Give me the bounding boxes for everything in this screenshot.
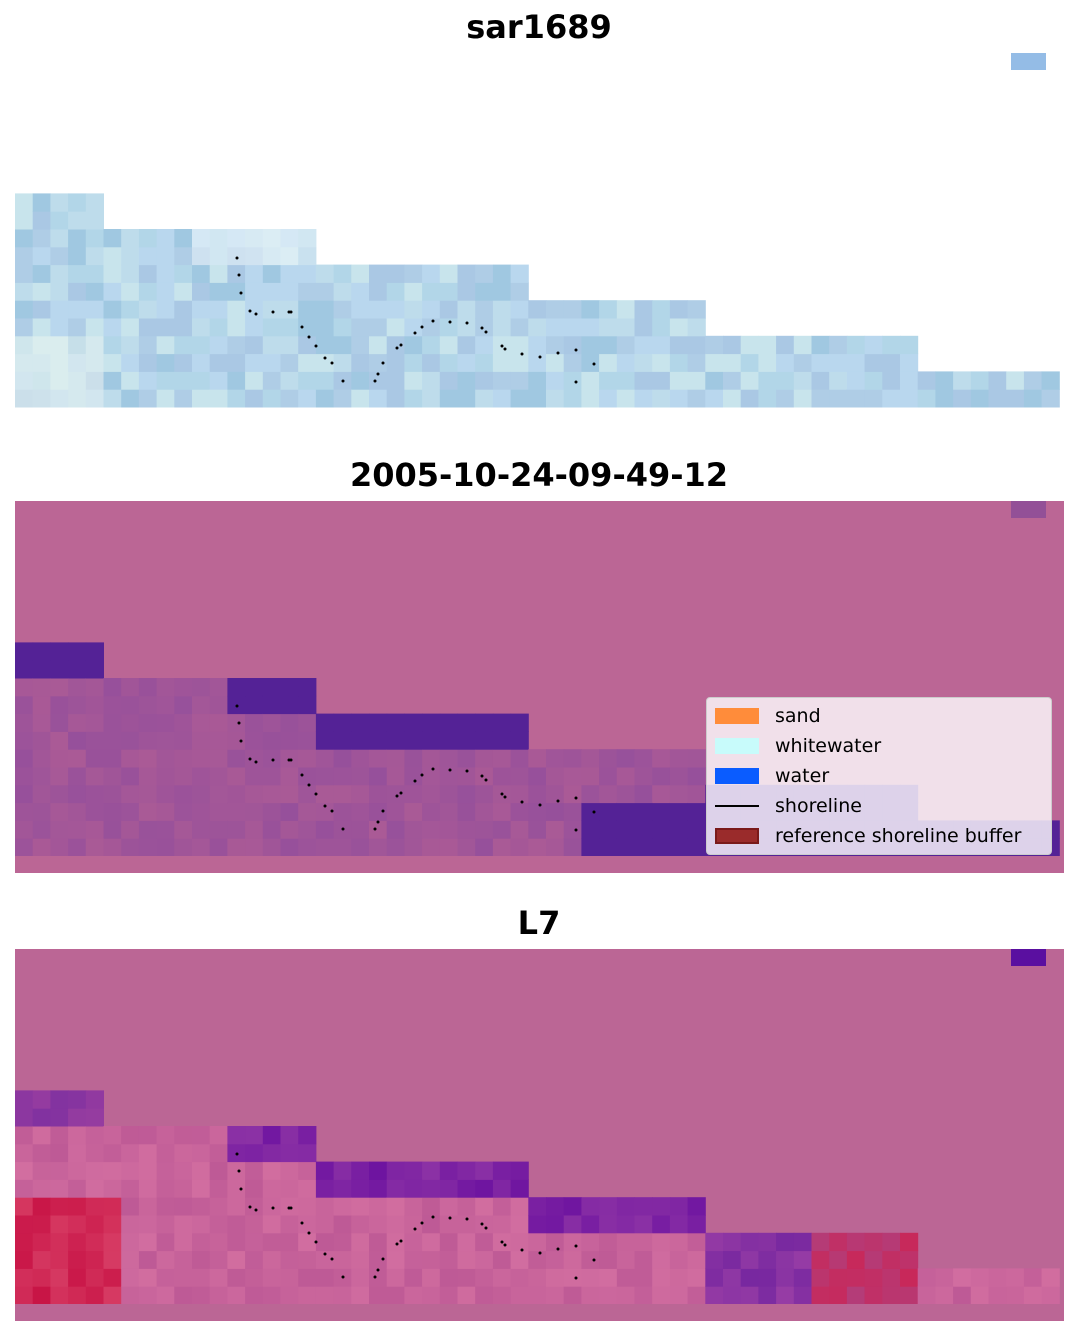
legend-item-shoreline: shoreline [715, 794, 862, 818]
buffer-swatch-icon [715, 828, 759, 844]
panel-title-sar: sar1689 [466, 8, 612, 46]
legend-label-whitewater: whitewater [775, 735, 882, 757]
shoreline-points-1 [235, 256, 596, 384]
legend-item-buffer: reference shoreline buffer [715, 824, 1021, 848]
shoreline-line-icon [715, 805, 759, 807]
shoreline-points-3 [235, 1152, 596, 1280]
classified-bottom-strip [15, 856, 1064, 873]
panel-title-l7: L7 [517, 904, 561, 942]
legend-label-buffer: reference shoreline buffer [775, 825, 1022, 847]
corner-pixel [1011, 53, 1046, 70]
legend-label-water: water [775, 765, 830, 787]
l7-image [15, 1090, 1060, 1305]
water-swatch-icon [715, 768, 759, 784]
legend-label-shoreline: shoreline [775, 795, 862, 817]
sar-image [15, 193, 1060, 408]
classified-image [15, 642, 1060, 857]
legend-label-sand: sand [775, 705, 821, 727]
l7-bottom-strip [15, 1304, 1064, 1321]
legend: sand whitewater water shoreline referenc… [706, 697, 1052, 855]
legend-item-sand: sand [715, 704, 821, 728]
corner-pixel [1011, 949, 1046, 966]
legend-item-whitewater: whitewater [715, 734, 881, 758]
sand-swatch-icon [715, 708, 759, 724]
corner-pixel [1011, 501, 1046, 518]
whitewater-swatch-icon [715, 738, 759, 754]
panel-title-date: 2005-10-24-09-49-12 [349, 456, 729, 494]
shoreline-points-2 [235, 704, 596, 832]
legend-item-water: water [715, 764, 829, 788]
